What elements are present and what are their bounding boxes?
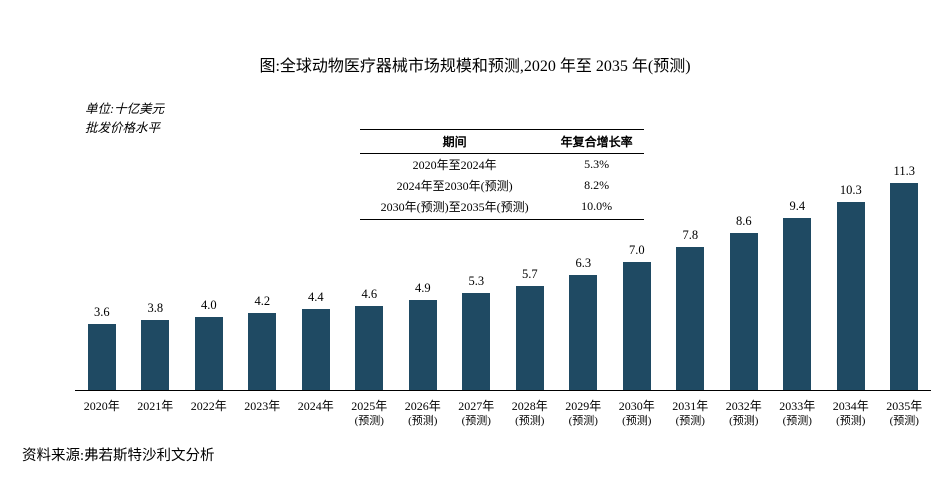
x-axis-label: 2027年 (预测)	[458, 399, 495, 428]
bar-value-label: 6.3	[575, 255, 592, 270]
bar-slot: 7.0	[610, 243, 664, 390]
bar	[836, 201, 865, 390]
bar	[301, 309, 330, 390]
bar-value-label: 4.9	[414, 281, 431, 296]
bar-value-label: 3.8	[147, 301, 164, 316]
table-row: 2024年至2030年(预测) 8.2%	[360, 175, 644, 196]
bar-slot: 10.3	[824, 183, 878, 390]
bar	[729, 232, 758, 390]
bar-slot: 3.6	[75, 305, 129, 390]
bar	[248, 313, 277, 390]
cagr-period-cell: 2024年至2030年(预测)	[396, 179, 513, 193]
x-axis-label: 2023年	[244, 399, 281, 413]
bar-value-label: 4.6	[361, 286, 378, 301]
cagr-value-cell: 10.0%	[549, 196, 644, 220]
bar	[194, 316, 223, 390]
bar-value-label: 4.0	[200, 297, 217, 312]
plot-area: 3.6 3.8 4.0 4.2 4.4 4.6 4.9 5.3 5.7 6.3 7.0 7.8 8.6 9…	[75, 155, 931, 391]
bar-value-label: 5.7	[521, 266, 538, 281]
x-axis-label: 2021年	[137, 399, 174, 413]
x-axis-label: 2031年 (预测)	[672, 399, 709, 428]
bar	[87, 324, 116, 390]
bar-slot: 4.4	[289, 290, 343, 390]
cagr-value-cell: 8.2%	[584, 178, 610, 192]
bar-slot: 4.2	[236, 294, 290, 390]
bar	[676, 247, 705, 390]
bar-slot: 4.9	[396, 281, 450, 390]
bar-slot: 8.6	[717, 214, 771, 390]
x-axis-label: 2020年	[83, 399, 120, 413]
bar-slot: 4.0	[182, 298, 236, 390]
x-axis-label: 2026年 (预测)	[404, 399, 441, 428]
x-axis-label: 2032年 (预测)	[725, 399, 762, 428]
bar	[355, 305, 384, 390]
bar-value-label: 4.2	[254, 294, 271, 309]
cagr-period-cell: 2030年(预测)至2035年(预测)	[360, 196, 550, 220]
page-title: 图:全球动物医疗器械市场规模和预测,2020 年至 2035 年(预测)	[259, 58, 691, 75]
cagr-value-cell: 5.3%	[584, 157, 610, 171]
table-row: 2020年至2024年 5.3%	[360, 154, 644, 176]
cagr-table-header-row: 期间 年复合增长率	[360, 129, 644, 154]
bar-value-label: 9.4	[789, 198, 806, 213]
source-note: 资料来源:弗若斯特沙利文分析	[22, 448, 215, 464]
unit-note-line1: 单位:十亿美元	[85, 102, 165, 116]
bar	[890, 183, 919, 390]
cagr-table-header-cagr: 年复合增长率	[549, 129, 644, 154]
x-axis-label: 2030年 (预测)	[618, 399, 655, 428]
cagr-table: 期间 年复合增长率 2020年至2024年 5.3% 2024年至2030年(预…	[360, 129, 644, 220]
x-axis-label: 2034年 (预测)	[832, 399, 869, 428]
x-axis-label: 2022年	[190, 399, 227, 413]
unit-note-line2: 批发价格水平	[85, 120, 161, 135]
cagr-period-cell: 2020年至2024年	[412, 158, 497, 172]
bar-slot: 3.8	[129, 301, 183, 390]
x-axis-label: 2028年 (预测)	[511, 399, 548, 428]
bar	[783, 217, 812, 390]
bar-slot: 7.8	[664, 228, 718, 390]
bar	[569, 274, 598, 390]
bar-value-label: 8.6	[735, 213, 752, 228]
bar-value-label: 4.4	[307, 290, 324, 305]
cagr-table-header-period: 期间	[360, 129, 550, 154]
bar	[462, 293, 491, 390]
bar-value-label: 3.6	[93, 305, 110, 320]
x-axis-label: 2025年 (预测)	[351, 399, 388, 428]
bar-slot: 9.4	[771, 199, 825, 390]
bar-slot: 4.6	[343, 287, 397, 390]
bar-value-label: 7.0	[628, 242, 645, 257]
table-row: 2030年(预测)至2035年(预测) 10.0%	[360, 196, 644, 220]
unit-note: 单位:十亿美元 批发价格水平	[85, 100, 164, 138]
x-axis-label: 2035年 (预测)	[886, 399, 923, 428]
bar-chart: 3.6 3.8 4.0 4.2 4.4 4.6 4.9 5.3 5.7 6.3 7.0 7.8 8.6 9…	[75, 155, 931, 429]
x-axis-label: 2033年 (预测)	[779, 399, 816, 428]
bar	[622, 261, 651, 390]
bar-slot: 5.3	[450, 274, 504, 390]
bar	[408, 300, 437, 390]
bar	[141, 320, 170, 390]
bar	[515, 285, 544, 390]
x-axis-label: 2029年 (预测)	[565, 399, 602, 428]
bar-slot: 11.3	[878, 164, 932, 390]
bar-value-label: 7.8	[682, 228, 699, 243]
bar-slot: 5.7	[503, 267, 557, 390]
x-axis-label: 2024年	[297, 399, 334, 413]
bar-value-label: 5.3	[468, 274, 485, 289]
bar-value-label: 11.3	[893, 164, 915, 179]
bar-value-label: 10.3	[839, 182, 862, 197]
bar-slot: 6.3	[557, 256, 611, 390]
x-axis-labels: 2020年 2021年 2022年 2023年 2024年 2025年 (预测) 2026年(…	[75, 391, 931, 429]
